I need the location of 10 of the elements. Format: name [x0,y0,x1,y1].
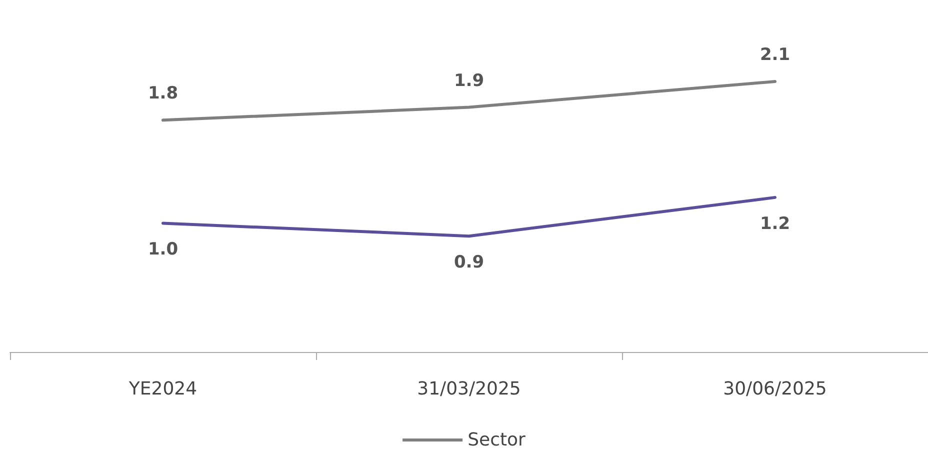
data-label: 1.2 [760,214,790,234]
data-label: 1.9 [454,70,484,91]
data-label: 1.8 [148,84,178,104]
x-tick-label: 30/06/2025 [723,378,827,400]
data-label: 1.0 [148,240,178,260]
data-label: 0.9 [454,252,484,273]
x-tick-label: 31/03/2025 [417,378,521,400]
x-tick-label: YE2024 [128,378,198,400]
data-label: 2.1 [760,45,790,66]
legend-label: Sector [468,430,526,450]
